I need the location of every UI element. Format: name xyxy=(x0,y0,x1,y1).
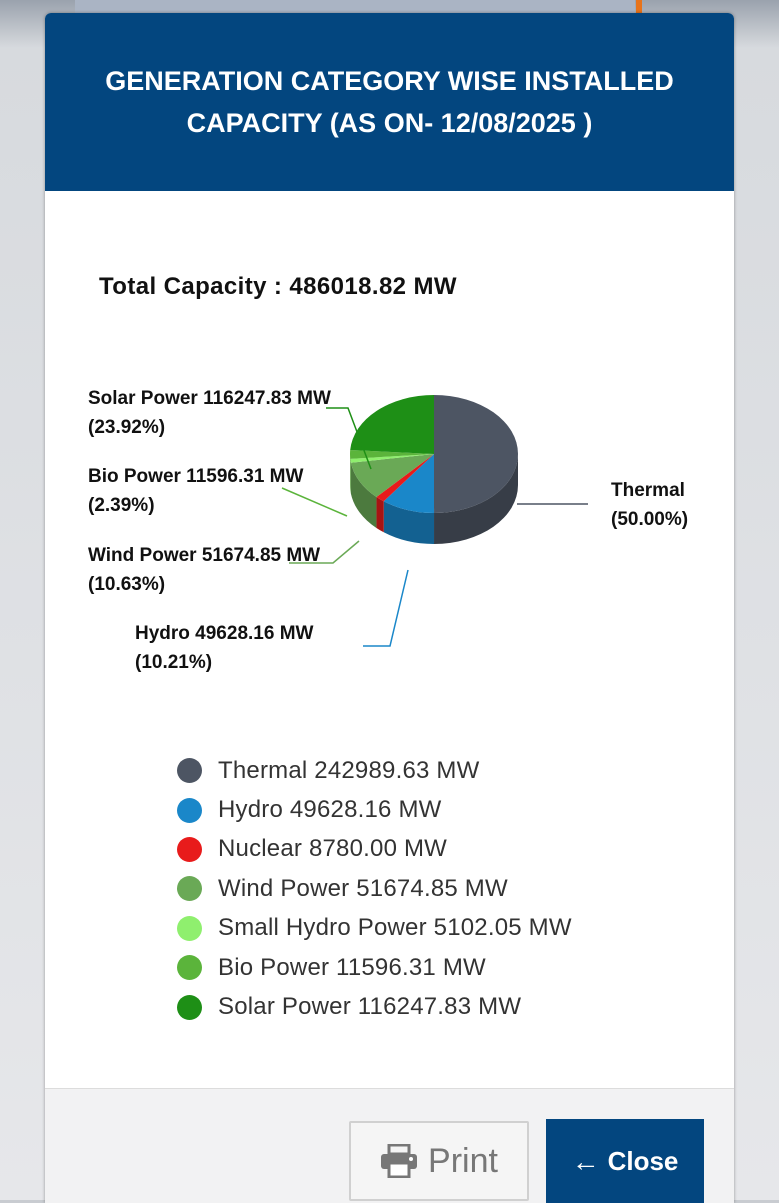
pie-chart: Thermal (50.00%) Hydro 49628.16 MW (10.21%)… xyxy=(45,191,734,731)
legend-label: Small Hydro Power 5102.05 MW xyxy=(218,914,572,942)
legend-item-hydro[interactable]: Hydro 49628.16 MW xyxy=(177,790,572,829)
legend-label: Nuclear 8780.00 MW xyxy=(218,835,447,863)
close-button[interactable]: ← Close xyxy=(546,1119,704,1203)
data-label-solar-power-percent: (23.92%) xyxy=(88,417,165,438)
print-label: Print xyxy=(428,1142,498,1181)
legend-item-solar-power[interactable]: Solar Power 116247.83 MW xyxy=(177,987,572,1026)
legend-swatch xyxy=(177,916,202,941)
data-label-wind-power-percent: (10.63%) xyxy=(88,574,165,595)
legend-swatch xyxy=(177,995,202,1020)
data-label-solar-power: Solar Power 116247.83 MW xyxy=(88,388,331,409)
chart-area: Total Capacity : 486018.82 MW Thermal(50… xyxy=(45,191,734,1088)
capacity-modal: GENERATION CATEGORY WISE INSTALLED CAPAC… xyxy=(45,13,734,1203)
modal-header: GENERATION CATEGORY WISE INSTALLED CAPAC… xyxy=(45,13,734,191)
background-accent xyxy=(636,0,642,14)
chart-legend: Thermal 242989.63 MW Hydro 49628.16 MW Nuc… xyxy=(177,751,572,1027)
data-label-hydro: Hydro 49628.16 MW xyxy=(135,623,314,644)
legend-item-small-hydro-power[interactable]: Small Hydro Power 5102.05 MW xyxy=(177,909,572,948)
legend-label: Solar Power 116247.83 MW xyxy=(218,993,521,1021)
data-label-thermal: Thermal xyxy=(611,480,685,501)
legend-swatch xyxy=(177,955,202,980)
leader-line-hydro xyxy=(363,570,408,646)
legend-label: Bio Power 11596.31 MW xyxy=(218,954,486,982)
data-label-hydro-percent: (10.21%) xyxy=(135,652,212,673)
legend-swatch xyxy=(177,876,202,901)
data-label-wind-power: Wind Power 51674.85 MW xyxy=(88,545,320,566)
legend-swatch xyxy=(177,758,202,783)
legend-label: Hydro 49628.16 MW xyxy=(218,796,442,824)
data-label-thermal-percent: (50.00%) xyxy=(611,509,688,530)
legend-item-wind-power[interactable]: Wind Power 51674.85 MW xyxy=(177,869,572,908)
pie-side-small-hydro-power xyxy=(350,459,351,494)
modal-footer: Print ← Close xyxy=(45,1088,734,1203)
legend-label: Wind Power 51674.85 MW xyxy=(218,875,508,903)
legend-label: Thermal 242989.63 MW xyxy=(218,757,479,785)
legend-item-thermal[interactable]: Thermal 242989.63 MW xyxy=(177,751,572,790)
legend-swatch xyxy=(177,798,202,823)
pie-side-nuclear xyxy=(376,497,383,532)
data-label-bio-power: Bio Power 11596.31 MW xyxy=(88,466,303,487)
modal-title: GENERATION CATEGORY WISE INSTALLED CAPAC… xyxy=(80,60,700,144)
arrow-left-icon: ← xyxy=(572,1146,600,1178)
close-label: Close xyxy=(608,1146,679,1177)
legend-item-bio-power[interactable]: Bio Power 11596.31 MW xyxy=(177,948,572,987)
data-label-bio-power-percent: (2.39%) xyxy=(88,495,155,516)
print-button[interactable]: Print xyxy=(349,1121,529,1201)
legend-swatch xyxy=(177,837,202,862)
printer-icon xyxy=(380,1144,418,1178)
pie-slices xyxy=(350,395,518,513)
leader-line-bio-power xyxy=(282,488,347,516)
legend-item-nuclear[interactable]: Nuclear 8780.00 MW xyxy=(177,830,572,869)
